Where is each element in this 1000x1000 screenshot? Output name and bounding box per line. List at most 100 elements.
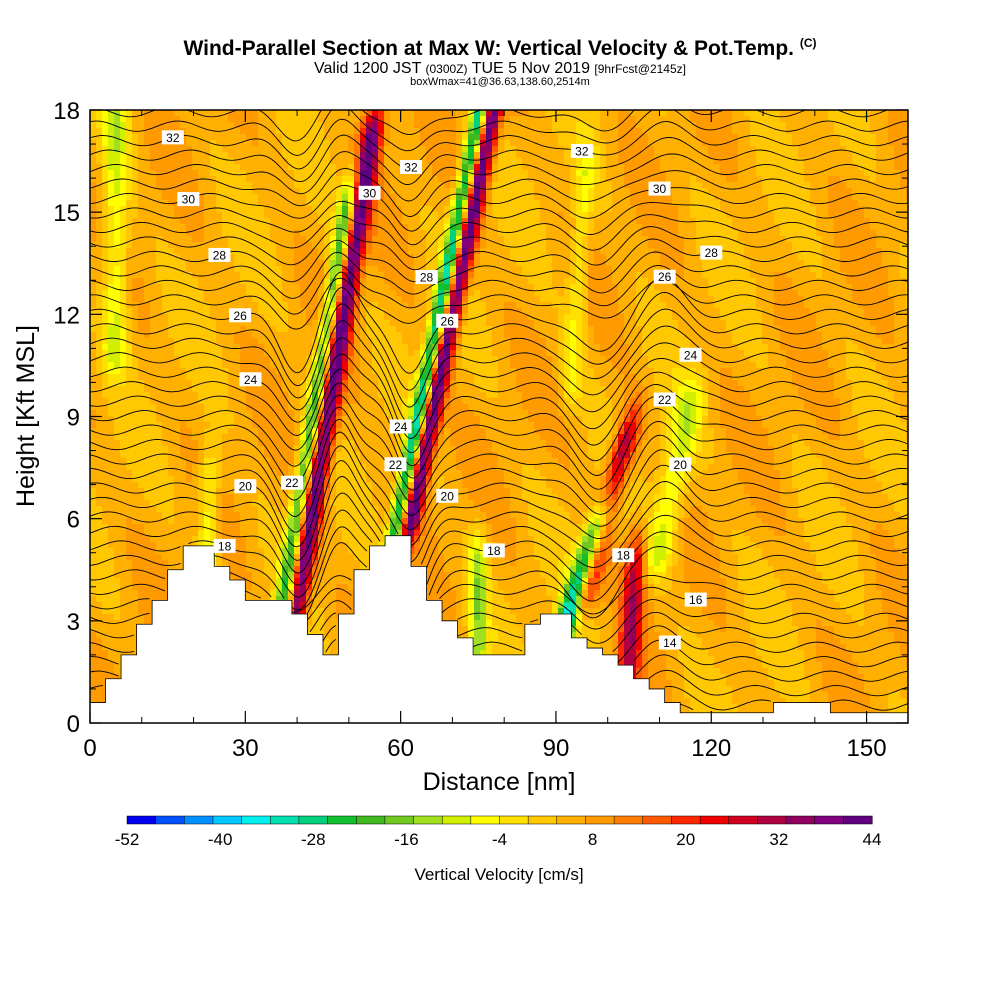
velocity-cell — [480, 224, 487, 231]
velocity-cell — [846, 260, 853, 267]
velocity-cell — [174, 170, 181, 177]
velocity-cell — [816, 122, 823, 129]
velocity-cell — [246, 152, 253, 159]
velocity-cell — [570, 188, 577, 195]
velocity-cell — [894, 164, 901, 171]
velocity-cell — [486, 158, 493, 165]
velocity-cell — [906, 122, 908, 129]
velocity-cell — [408, 116, 415, 123]
velocity-cell — [252, 218, 259, 225]
velocity-cell — [294, 218, 301, 225]
velocity-cell — [792, 218, 799, 225]
velocity-cell — [204, 116, 211, 123]
velocity-cell — [720, 308, 727, 315]
velocity-cell — [792, 254, 799, 261]
velocity-cell — [132, 122, 139, 129]
velocity-cell — [222, 242, 229, 249]
velocity-cell — [402, 110, 409, 117]
velocity-cell — [522, 272, 529, 279]
velocity-cell — [894, 230, 901, 237]
velocity-cell — [270, 302, 277, 309]
velocity-cell — [768, 302, 775, 309]
velocity-cell — [174, 206, 181, 213]
velocity-cell — [318, 278, 325, 285]
velocity-cell — [150, 200, 157, 207]
velocity-cell — [162, 122, 169, 129]
velocity-cell — [138, 122, 145, 129]
velocity-cell — [300, 182, 307, 189]
velocity-cell — [474, 206, 481, 213]
velocity-cell — [534, 164, 541, 171]
velocity-cell — [522, 218, 529, 225]
velocity-cell — [156, 110, 163, 117]
velocity-cell — [720, 110, 727, 117]
velocity-cell — [582, 260, 589, 267]
velocity-cell — [324, 308, 331, 315]
velocity-cell — [534, 314, 541, 321]
velocity-cell — [270, 194, 277, 201]
velocity-cell — [420, 164, 427, 171]
velocity-cell — [486, 110, 493, 117]
velocity-cell — [630, 158, 637, 165]
velocity-cell — [462, 314, 469, 321]
velocity-cell — [894, 296, 901, 303]
velocity-cell — [834, 296, 841, 303]
velocity-cell — [774, 290, 781, 297]
velocity-cell — [114, 290, 121, 297]
velocity-cell — [858, 278, 865, 285]
velocity-cell — [372, 314, 379, 321]
velocity-cell — [846, 296, 853, 303]
velocity-cell — [774, 152, 781, 159]
velocity-cell — [756, 194, 763, 201]
velocity-cell — [258, 284, 265, 291]
velocity-cell — [768, 206, 775, 213]
valid-date: TUE 5 Nov 2019 — [471, 60, 590, 77]
velocity-cell — [552, 200, 559, 207]
velocity-cell — [798, 164, 805, 171]
velocity-cell — [390, 278, 397, 285]
velocity-cell — [498, 290, 505, 297]
velocity-cell — [612, 122, 619, 129]
velocity-cell — [156, 146, 163, 153]
velocity-cell — [510, 134, 517, 141]
velocity-cell — [138, 290, 145, 297]
velocity-cell — [282, 302, 289, 309]
velocity-cell — [270, 110, 277, 117]
velocity-cell — [510, 284, 517, 291]
velocity-cell — [462, 272, 469, 279]
velocity-cell — [726, 212, 733, 219]
velocity-cell — [420, 128, 427, 135]
velocity-cell — [852, 290, 859, 297]
velocity-cell — [438, 170, 445, 177]
velocity-cell — [438, 146, 445, 153]
velocity-cell — [456, 206, 463, 213]
velocity-cell — [156, 188, 163, 195]
velocity-cell — [840, 188, 847, 195]
velocity-cell — [774, 188, 781, 195]
velocity-cell — [840, 260, 847, 267]
velocity-cell — [528, 200, 535, 207]
velocity-cell — [828, 164, 835, 171]
velocity-cell — [780, 308, 787, 315]
velocity-cell — [552, 134, 559, 141]
velocity-cell — [306, 206, 313, 213]
velocity-cell — [228, 248, 235, 255]
velocity-cell — [684, 278, 691, 285]
velocity-cell — [264, 128, 271, 135]
velocity-cell — [186, 242, 193, 249]
velocity-cell — [522, 146, 529, 153]
velocity-cell — [552, 176, 559, 183]
velocity-cell — [636, 254, 643, 261]
velocity-cell — [384, 302, 391, 309]
velocity-cell — [768, 140, 775, 147]
velocity-cell — [288, 170, 295, 177]
velocity-cell — [732, 182, 739, 189]
velocity-cell — [798, 212, 805, 219]
velocity-cell — [408, 182, 415, 189]
velocity-cell — [114, 260, 121, 267]
velocity-cell — [102, 326, 109, 333]
velocity-cell — [144, 296, 151, 303]
velocity-cell — [240, 290, 247, 297]
velocity-cell — [624, 254, 631, 261]
velocity-cell — [648, 170, 655, 177]
